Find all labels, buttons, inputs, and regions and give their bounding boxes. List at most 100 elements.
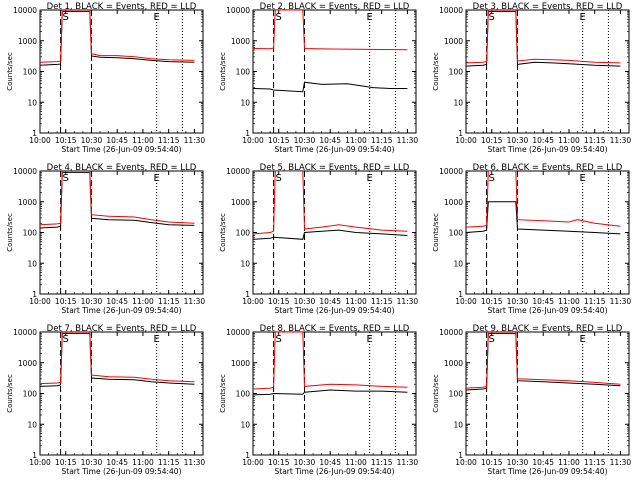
chart-panel-1: Det 1, BLACK = Events, RED = LLD 1 10 100 10…: [6, 2, 205, 154]
x-tick-label: 10:00: [242, 136, 264, 145]
y-tick-label: 100: [449, 390, 464, 399]
x-tick-label: 11:30: [397, 297, 419, 306]
x-tick-label: 11:00: [345, 297, 367, 306]
y-tick-label: 10: [27, 420, 37, 429]
y-tick-label: 1000: [444, 359, 463, 368]
x-axis-label: Start Time (26-Jun-09 09:54:40): [488, 306, 608, 315]
end-marker-label: E: [367, 12, 373, 23]
x-axis-label: Start Time (26-Jun-09 09:54:40): [62, 467, 182, 476]
x-tick-label: 10:15: [55, 136, 77, 145]
start-marker-label: S: [276, 334, 282, 345]
chart-title: Det 3, BLACK = Events, RED = LLD: [473, 2, 623, 12]
chart-title: Det 9, BLACK = Events, RED = LLD: [473, 324, 623, 334]
y-tick-label: 100: [23, 390, 38, 399]
x-tick-label: 11:30: [397, 136, 419, 145]
x-tick-label: 10:15: [268, 297, 290, 306]
chart-title: Det 4, BLACK = Events, RED = LLD: [47, 163, 197, 173]
start-marker-label: S: [276, 12, 282, 23]
end-marker-label: E: [154, 173, 160, 184]
x-tick-label: 10:00: [29, 458, 51, 467]
end-marker-label: E: [367, 173, 373, 184]
x-tick-label: 11:15: [158, 458, 180, 467]
x-tick-label: 11:15: [158, 136, 180, 145]
y-tick-label: 1: [245, 129, 250, 138]
x-tick-label: 10:45: [319, 458, 341, 467]
series-line-lld: [466, 10, 621, 64]
y-tick-label: 1: [32, 451, 37, 460]
x-tick-label: 10:15: [481, 458, 503, 467]
start-marker-label: S: [63, 12, 69, 23]
y-tick-label: 10: [27, 259, 37, 268]
x-tick-label: 11:30: [610, 458, 632, 467]
y-tick-label: 1000: [231, 37, 250, 46]
x-tick-label: 11:00: [345, 136, 367, 145]
y-axis-label: Counts/sec: [432, 52, 440, 91]
start-marker-label: S: [489, 12, 495, 23]
x-tick-label: 11:15: [584, 297, 606, 306]
x-tick-label: 10:45: [532, 297, 554, 306]
y-tick-label: 1: [32, 129, 37, 138]
plot-frame: [39, 170, 204, 295]
end-marker-label: E: [580, 173, 586, 184]
x-axis-label: Start Time (26-Jun-09 09:54:40): [62, 306, 182, 315]
y-tick-label: 10000: [13, 167, 37, 176]
chart-panel-9: Det 9, BLACK = Events, RED = LLD 1 10 100 10…: [432, 324, 631, 476]
x-axis-label: Start Time (26-Jun-09 09:54:40): [275, 306, 395, 315]
x-tick-label: 10:30: [507, 458, 529, 467]
x-tick-label: 10:15: [481, 297, 503, 306]
y-tick-label: 1: [458, 451, 463, 460]
series-line-lld: [253, 171, 408, 235]
y-tick-label: 10000: [226, 328, 250, 337]
series-line-events: [40, 171, 195, 229]
series-line-lld: [466, 332, 621, 389]
series-group: [40, 332, 195, 387]
series-line-events: [253, 81, 408, 93]
series-group: [466, 332, 621, 391]
x-tick-label: 11:00: [132, 297, 154, 306]
y-tick-label: 1000: [18, 359, 37, 368]
y-tick-label: 10000: [439, 6, 463, 15]
x-tick-label: 10:45: [532, 458, 554, 467]
chart-panel-2: Det 2, BLACK = Events, RED = LLD 1 10 100 10…: [219, 2, 418, 154]
start-marker-label: S: [489, 334, 495, 345]
x-tick-label: 10:45: [532, 136, 554, 145]
x-tick-label: 10:30: [294, 136, 316, 145]
y-tick-label: 1000: [18, 198, 37, 207]
x-tick-label: 10:30: [81, 458, 103, 467]
chart-title: Det 5, BLACK = Events, RED = LLD: [260, 163, 410, 173]
x-tick-label: 10:00: [29, 136, 51, 145]
series-line-lld: [40, 332, 195, 385]
y-tick-label: 10000: [13, 6, 37, 15]
series-group: [253, 10, 408, 93]
x-tick-label: 10:30: [294, 297, 316, 306]
series-group: [40, 10, 195, 66]
series-group: [253, 171, 408, 240]
chart-panel-4: Det 4, BLACK = Events, RED = LLD 1 10 100 10…: [6, 163, 205, 315]
start-marker-label: S: [63, 334, 69, 345]
y-axis-label: Counts/sec: [6, 213, 14, 252]
series-group: [40, 171, 195, 229]
end-marker-label: E: [154, 334, 160, 345]
y-axis-label: Counts/sec: [432, 374, 440, 413]
start-marker-label: S: [489, 173, 495, 184]
y-tick-label: 1000: [444, 37, 463, 46]
x-tick-label: 10:15: [268, 458, 290, 467]
chart-panel-3: Det 3, BLACK = Events, RED = LLD 1 10 100 10…: [432, 2, 631, 154]
x-tick-label: 11:15: [158, 297, 180, 306]
x-axis-label: Start Time (26-Jun-09 09:54:40): [275, 145, 395, 154]
x-tick-label: 11:00: [558, 136, 580, 145]
chart-panel-6: Det 6, BLACK = Events, RED = LLD 1 10 100 10…: [432, 163, 631, 315]
x-tick-label: 10:00: [242, 458, 264, 467]
y-axis-label: Counts/sec: [6, 52, 14, 91]
chart-title: Det 7, BLACK = Events, RED = LLD: [47, 324, 197, 334]
y-tick-label: 100: [23, 229, 38, 238]
plot-frame: [252, 9, 417, 134]
plot-frame: [465, 331, 630, 456]
series-line-lld: [40, 10, 195, 63]
y-axis-label: Counts/sec: [219, 374, 227, 413]
x-tick-label: 10:45: [106, 458, 128, 467]
series-line-events: [253, 389, 408, 396]
x-tick-label: 10:00: [242, 297, 264, 306]
series-group: [253, 332, 408, 396]
